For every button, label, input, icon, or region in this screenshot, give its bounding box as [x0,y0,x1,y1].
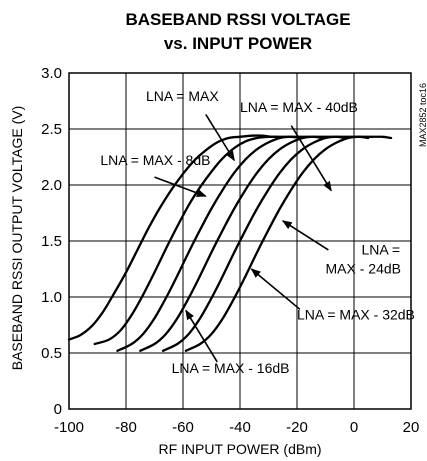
series-line [116,135,324,352]
annotation-arrow [290,125,332,192]
x-tick-label: -20 [286,419,308,436]
annotation-label: LNA = MAX - 8dB [100,152,210,168]
series-line [161,135,370,352]
x-axis-ticks: -100 -80 -60 -40 -20 0 20 [54,419,419,436]
annotation-label: LNA = MAX - 32dB [297,306,415,322]
annotation-arrow [281,220,329,251]
annotation-label: LNA = MAX - 40dB [240,99,358,115]
y-tick-label: 0 [54,401,62,418]
x-tick-label: -80 [115,419,137,436]
x-tick-label: -40 [229,419,251,436]
plot-frame [68,72,412,410]
part-code-label: MAX2852 toc16 [418,83,427,147]
y-tick-label: 1.0 [41,289,62,306]
series-line [184,135,393,352]
y-tick-label: 0.5 [41,345,62,362]
annotation-label: LNA = [362,241,401,257]
series-curves [67,134,393,352]
curve-annotations: LNA = MAX LNA = MAX - 40dB LNA = MAX - 8dB… [100,88,415,376]
y-tick-label: 3.0 [41,65,62,82]
x-axis-label: RF INPUT POWER (dBm) [158,441,321,457]
x-tick-label: -100 [54,419,84,436]
annotation-label: LNA = MAX [146,88,219,104]
series-line [139,135,347,352]
y-axis-label: BASEBAND RSSI OUTPUT VOLTAGE (V) [9,106,25,371]
annotation-arrow [154,176,207,197]
chart-title-line-2: vs. INPUT POWER [164,34,312,53]
series-line [67,134,279,341]
y-axis-ticks: 0 0.5 1.0 1.5 2.0 2.5 3.0 [41,65,62,418]
x-tick-label: 0 [350,419,358,436]
series-line [93,135,302,346]
plot-border [68,72,412,410]
grid [69,73,411,409]
x-tick-label: 20 [403,419,420,436]
x-tick-label: -60 [172,419,194,436]
y-tick-label: 2.5 [41,121,62,138]
annotation-arrow [250,268,301,310]
y-tick-label: 1.5 [41,233,62,250]
annotation-label: MAX - 24dB [326,260,401,276]
annotation-label: LNA = MAX - 16dB [172,360,290,376]
annotation-arrow [205,114,235,162]
annotation-arrow [185,309,218,363]
y-tick-label: 2.0 [41,177,62,194]
chart-title-line-1: BASEBAND RSSI VOLTAGE [125,10,350,29]
